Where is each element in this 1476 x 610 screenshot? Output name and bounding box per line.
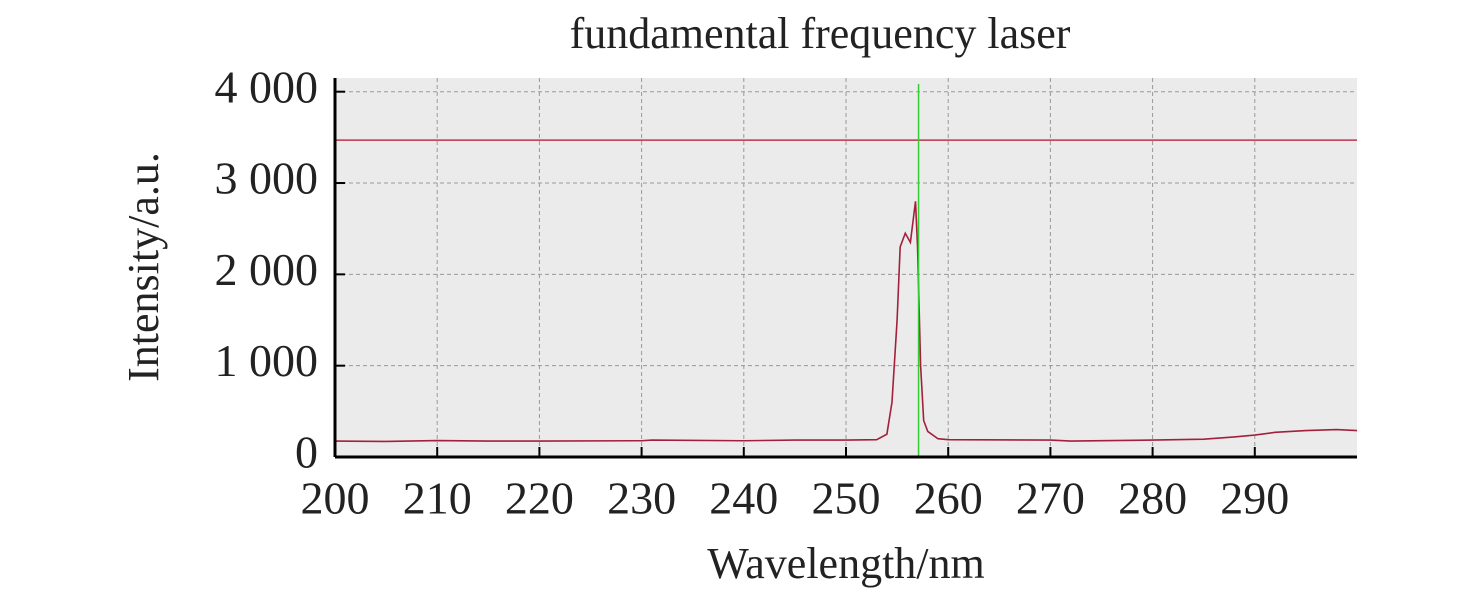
x-tick-label: 220 — [505, 473, 574, 524]
y-tick-label: 2 000 — [215, 244, 319, 295]
x-tick-label: 290 — [1220, 473, 1289, 524]
data-line — [334, 201, 1358, 443]
x-tick-label: 280 — [1118, 473, 1187, 524]
x-tick-label: 240 — [709, 473, 778, 524]
y-tick-label: 0 — [295, 427, 318, 478]
y-axis-label: Intensity/a.u. — [119, 152, 168, 382]
x-tick-label: 270 — [1016, 473, 1085, 524]
y-tick-label: 1 000 — [215, 335, 319, 386]
x-tick-label: 250 — [812, 473, 881, 524]
x-tick-label: 210 — [403, 473, 472, 524]
x-axis-label: Wavelength/nm — [707, 539, 985, 588]
y-tick-label: 3 000 — [215, 153, 319, 204]
x-tick-label: 230 — [607, 473, 676, 524]
chart-title: fundamental frequency laser — [570, 9, 1071, 58]
y-tick-label: 4 000 — [215, 61, 319, 112]
x-tick-label: 260 — [914, 473, 983, 524]
x-tick-label: 200 — [301, 473, 370, 524]
